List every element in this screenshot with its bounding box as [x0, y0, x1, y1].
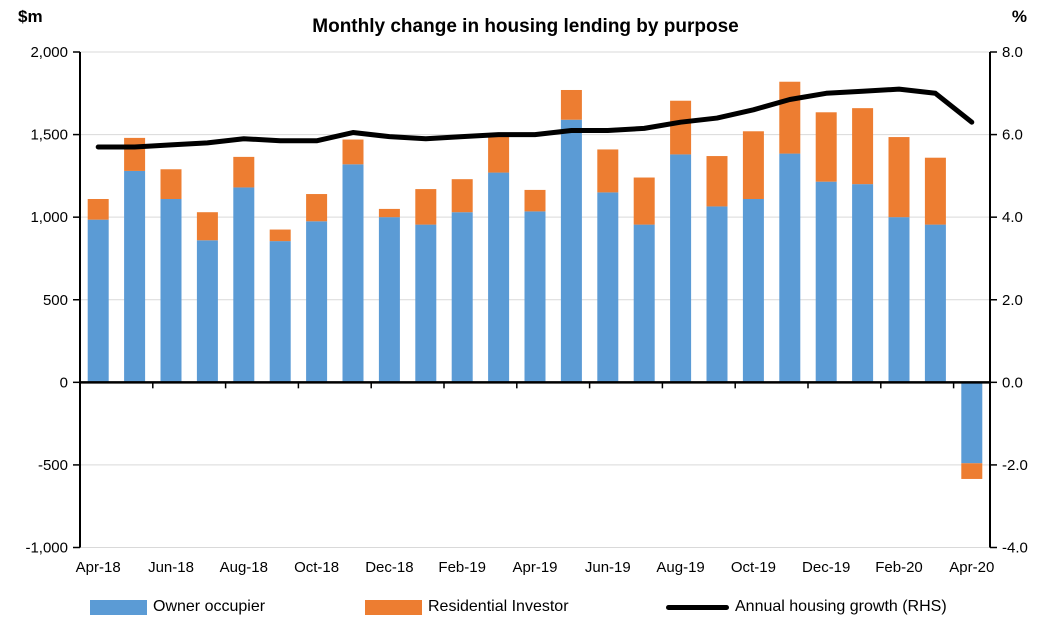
bar-residential-investor	[524, 189, 546, 212]
left-axis-tick-label: -500	[38, 457, 68, 474]
bar-owner-occupier	[269, 241, 291, 383]
x-axis-label: Aug-19	[656, 559, 704, 576]
right-axis-tick-label: -2.0	[1002, 457, 1028, 474]
bar-residential-investor	[306, 194, 328, 222]
bar-residential-investor	[633, 177, 655, 225]
bar-residential-investor	[378, 208, 400, 218]
x-axis-label: Jun-19	[585, 559, 631, 576]
bar-residential-investor	[597, 149, 619, 193]
left-axis-unit-label: $m	[18, 7, 43, 26]
bar-residential-investor	[124, 137, 146, 171]
legend-item-owner-occupier: Owner occupier	[90, 596, 265, 618]
left-axis-tick-label: 1,500	[30, 127, 68, 144]
bar-residential-investor	[742, 131, 764, 199]
left-axis-tick-label: 2,000	[30, 44, 68, 61]
bar-residential-investor	[961, 463, 983, 479]
bar-residential-investor	[196, 212, 218, 241]
legend: Owner occupier Residential Investor Annu…	[0, 596, 1051, 618]
annual-growth-line	[95, 86, 975, 150]
bar-owner-occupier	[961, 382, 983, 464]
x-axis-label: Oct-18	[294, 559, 339, 576]
bar-residential-investor	[415, 189, 437, 225]
bar-owner-occupier	[378, 217, 400, 383]
right-axis-tick-label: 8.0	[1002, 44, 1023, 61]
bar-owner-occupier	[124, 170, 146, 383]
legend-label: Residential Investor	[428, 598, 569, 615]
bar-residential-investor	[451, 179, 473, 213]
bar-residential-investor	[852, 108, 874, 185]
right-axis-tick-label: 2.0	[1002, 292, 1023, 309]
left-axis-tick-label: -1,000	[25, 540, 68, 557]
bar-owner-occupier	[87, 219, 109, 383]
owner-occupier-swatch-icon	[90, 599, 147, 615]
left-axis-tick-label: 1,000	[30, 209, 68, 226]
bar-owner-occupier	[415, 224, 437, 383]
bar-owner-occupier	[924, 224, 946, 383]
x-axis-label: Feb-20	[875, 559, 923, 576]
bar-owner-occupier	[342, 164, 364, 383]
legend-label: Owner occupier	[153, 598, 266, 615]
bar-owner-occupier	[488, 172, 510, 383]
right-axis-tick-label: 0.0	[1002, 374, 1023, 391]
x-axis-label: Oct-19	[731, 559, 776, 576]
right-axis-tick-label: -4.0	[1002, 540, 1028, 557]
bar-owner-occupier	[888, 217, 910, 383]
bar-owner-occupier	[160, 198, 182, 383]
bar-owner-occupier	[742, 198, 764, 383]
bar-owner-occupier	[706, 206, 728, 383]
bar-residential-investor	[233, 156, 255, 188]
x-axis-label: Dec-18	[365, 559, 413, 576]
legend-item-residential-investor: Residential Investor	[365, 596, 569, 618]
bar-residential-investor	[342, 139, 364, 165]
bar-residential-investor	[670, 100, 692, 155]
bar-residential-investor	[815, 112, 837, 182]
left-axis-tick-label: 500	[43, 292, 68, 309]
bar-residential-investor	[924, 157, 946, 225]
right-axis-tick-label: 4.0	[1002, 209, 1023, 226]
right-axis-tick-label: 6.0	[1002, 127, 1023, 144]
bar-owner-occupier	[233, 187, 255, 383]
x-axis-label: Apr-18	[76, 559, 121, 576]
bar-owner-occupier	[560, 119, 582, 383]
bar-owner-occupier	[306, 221, 328, 383]
x-axis-label: Aug-18	[220, 559, 268, 576]
growth-line-swatch-icon	[666, 604, 729, 610]
bar-owner-occupier	[524, 211, 546, 383]
bar-owner-occupier	[852, 184, 874, 383]
chart-title: Monthly change in housing lending by pur…	[312, 16, 739, 37]
bar-owner-occupier	[815, 181, 837, 383]
bar-residential-investor	[269, 229, 291, 242]
legend-label: Annual housing growth (RHS)	[735, 598, 947, 615]
bar-owner-occupier	[779, 153, 801, 383]
bar-owner-occupier	[196, 240, 218, 383]
bar-owner-occupier	[451, 212, 473, 383]
bar-owner-occupier	[670, 154, 692, 383]
x-axis-label: Feb-19	[438, 559, 486, 576]
bar-residential-investor	[488, 136, 510, 173]
residential-investor-swatch-icon	[365, 599, 422, 615]
bar-residential-investor	[87, 198, 109, 220]
right-axis-unit-label: %	[1011, 7, 1027, 26]
bar-residential-investor	[779, 81, 801, 154]
left-axis-tick-label: 0	[60, 374, 68, 391]
legend-item-annual-growth: Annual housing growth (RHS)	[666, 596, 947, 618]
x-axis-label: Apr-20	[949, 559, 994, 576]
bar-residential-investor	[160, 169, 182, 199]
bar-residential-investor	[888, 137, 910, 218]
bar-owner-occupier	[633, 224, 655, 383]
x-axis-label: Jun-18	[148, 559, 194, 576]
bar-residential-investor	[560, 89, 582, 120]
bar-residential-investor	[706, 156, 728, 207]
x-axis-label: Apr-19	[512, 559, 557, 576]
x-axis-label: Dec-19	[802, 559, 850, 576]
bar-owner-occupier	[597, 192, 619, 383]
